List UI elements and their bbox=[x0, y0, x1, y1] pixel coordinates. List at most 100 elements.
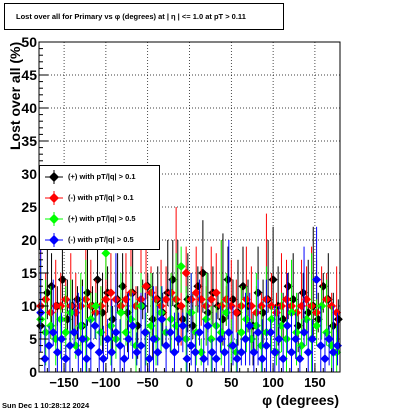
data-point bbox=[73, 347, 83, 357]
x-tick-label: −150 bbox=[49, 375, 78, 390]
axis-ticks: −150 −100 −50 0 50 100 150 0 5 10 15 20 25 30 35 40 45 50 bbox=[21, 34, 341, 390]
data-point bbox=[123, 334, 133, 344]
data-point bbox=[231, 308, 241, 318]
x-tick-label: 50 bbox=[224, 375, 238, 390]
data-point bbox=[98, 354, 108, 364]
y-tick-label: 30 bbox=[21, 166, 37, 182]
data-point bbox=[111, 327, 121, 337]
data-point bbox=[283, 281, 293, 291]
x-tick-label: 150 bbox=[304, 375, 326, 390]
data-point bbox=[193, 281, 203, 291]
data-point bbox=[207, 347, 217, 357]
data-point bbox=[332, 308, 342, 318]
data-point bbox=[282, 321, 292, 331]
legend-entry-plus-0-1: (+) with pT/|q| > 0.1 bbox=[40, 167, 160, 187]
data-point bbox=[40, 354, 50, 364]
data-point bbox=[131, 341, 141, 351]
data-point bbox=[201, 314, 211, 324]
data-point bbox=[156, 308, 166, 318]
data-point bbox=[56, 314, 66, 324]
series-2 bbox=[36, 220, 342, 372]
data-point bbox=[228, 341, 238, 351]
data-point bbox=[299, 327, 309, 337]
data-point bbox=[61, 354, 71, 364]
data-point bbox=[169, 347, 179, 357]
chart-title: Lost over all for Primary vs φ (degrees)… bbox=[16, 12, 246, 21]
x-tick-label: −100 bbox=[91, 375, 120, 390]
data-point bbox=[278, 354, 288, 364]
data-point bbox=[161, 294, 171, 304]
data-point bbox=[190, 347, 200, 357]
data-point bbox=[246, 301, 256, 311]
data-point bbox=[65, 341, 75, 351]
data-point bbox=[256, 341, 266, 351]
data-point bbox=[253, 327, 263, 337]
x-tick-label: −50 bbox=[137, 375, 159, 390]
data-point bbox=[166, 314, 176, 324]
data-point bbox=[103, 334, 113, 344]
data-point bbox=[224, 327, 234, 337]
data-point bbox=[211, 288, 221, 298]
data-point bbox=[333, 314, 343, 324]
data-point bbox=[317, 301, 327, 311]
x-tick-label: 0 bbox=[186, 375, 193, 390]
data-point bbox=[307, 334, 317, 344]
data-point bbox=[181, 268, 191, 278]
data-point bbox=[320, 354, 330, 364]
data-point bbox=[312, 321, 322, 331]
data-point bbox=[57, 334, 67, 344]
legend-entry-minus-0-1: (-) with pT/|q| > 0.1 bbox=[40, 188, 160, 208]
data-point bbox=[223, 275, 233, 285]
y-axis-label: Lost over all (%) bbox=[7, 42, 23, 150]
data-point bbox=[236, 347, 246, 357]
data-point bbox=[116, 308, 126, 318]
data-point bbox=[312, 275, 322, 285]
data-point bbox=[148, 314, 158, 324]
data-point bbox=[188, 321, 198, 331]
data-point bbox=[72, 294, 82, 304]
data-point bbox=[220, 347, 230, 357]
legend: (+) with pT/|q| > 0.1 (-) with pT/|q| > … bbox=[39, 165, 160, 250]
data-point bbox=[257, 354, 267, 364]
data-point bbox=[128, 321, 138, 331]
data-point bbox=[144, 354, 154, 364]
data-point bbox=[287, 347, 297, 357]
data-point bbox=[91, 301, 101, 311]
data-point bbox=[140, 327, 150, 337]
data-point bbox=[318, 281, 328, 291]
data-point bbox=[288, 294, 298, 304]
data-point bbox=[96, 327, 106, 337]
data-point bbox=[108, 314, 118, 324]
data-point bbox=[232, 354, 242, 364]
data-series bbox=[36, 200, 343, 372]
data-point bbox=[215, 334, 225, 344]
data-point bbox=[274, 334, 284, 344]
data-point bbox=[57, 275, 67, 285]
legend-label: (+) with pT/|q| > 0.1 bbox=[68, 172, 136, 181]
data-point bbox=[203, 321, 213, 331]
series-3 bbox=[36, 226, 342, 372]
data-point bbox=[261, 341, 271, 351]
legend-label: (+) with pT/|q| > 0.5 bbox=[68, 214, 136, 223]
data-point bbox=[251, 321, 261, 331]
data-point bbox=[266, 327, 276, 337]
data-point bbox=[241, 314, 251, 324]
data-point bbox=[236, 327, 246, 337]
y-tick-label: 10 bbox=[21, 298, 37, 314]
data-point bbox=[216, 327, 226, 337]
data-point bbox=[66, 308, 76, 318]
y-tick-label: 0 bbox=[29, 364, 37, 380]
y-tick-label: 20 bbox=[21, 232, 37, 248]
data-point bbox=[165, 327, 175, 337]
data-point bbox=[238, 281, 248, 291]
data-point bbox=[241, 334, 251, 344]
data-point bbox=[136, 341, 146, 351]
y-tick-label: 15 bbox=[21, 265, 37, 281]
y-tick-label: 35 bbox=[21, 133, 37, 149]
data-point bbox=[211, 354, 221, 364]
data-point bbox=[61, 327, 71, 337]
data-point bbox=[48, 327, 58, 337]
data-point bbox=[182, 354, 192, 364]
data-point bbox=[206, 334, 216, 344]
data-point bbox=[295, 354, 305, 364]
